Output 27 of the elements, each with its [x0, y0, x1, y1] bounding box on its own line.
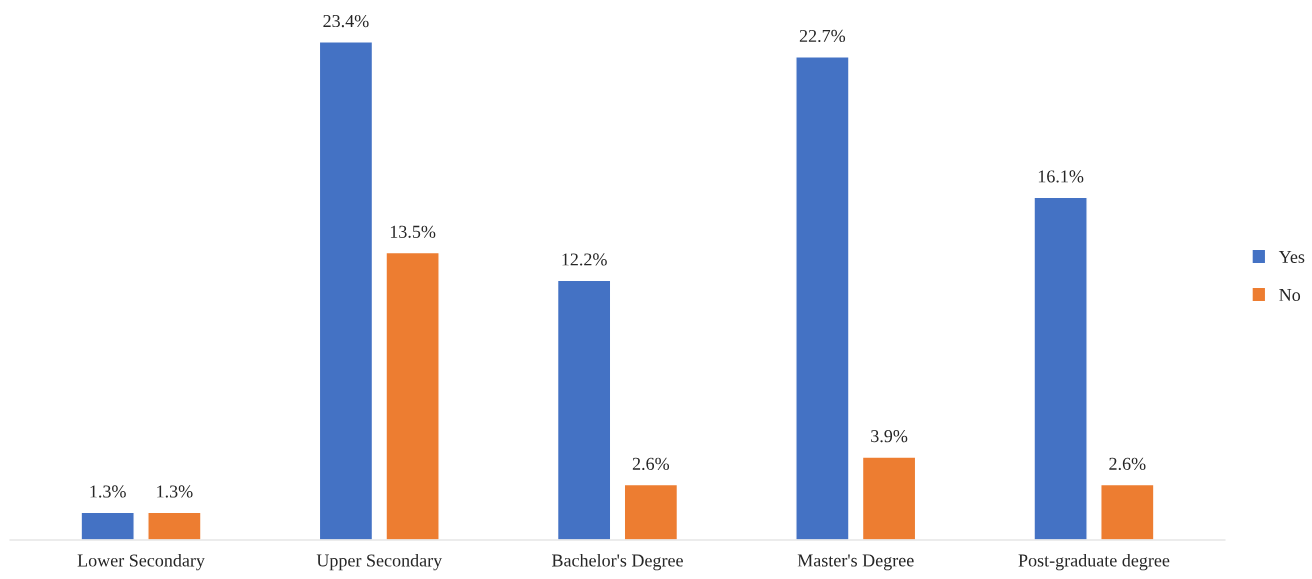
bar: [795, 56, 850, 540]
data-label: 13.5%: [390, 225, 436, 238]
x-tick-label: Master's Degree: [797, 554, 914, 571]
x-tick-label: Upper Secondary: [316, 553, 443, 571]
x-tick-label: Post-graduate degree: [1018, 553, 1170, 571]
bar: [1033, 196, 1088, 540]
bar: [623, 483, 679, 540]
bar: [318, 41, 374, 540]
data-label: 12.2%: [562, 253, 607, 266]
data-label: 2.6%: [1109, 457, 1146, 470]
bar: [1100, 483, 1155, 540]
data-label: 3.9%: [871, 430, 908, 443]
bar: [80, 511, 135, 540]
bar: [556, 279, 612, 540]
data-label: 23.4%: [323, 14, 369, 28]
bar: [861, 456, 917, 540]
data-label: 1.3%: [157, 485, 193, 498]
legend-label: No: [1279, 289, 1301, 302]
bar: [385, 251, 440, 540]
data-label: 16.1%: [1038, 170, 1084, 183]
data-label: 22.7%: [799, 29, 846, 43]
x-tick-label: Lower Secondary: [77, 553, 205, 571]
data-label: 1.3%: [90, 485, 126, 498]
legend-label: Yes: [1278, 251, 1305, 263]
x-tick-label: Bachelor's Degree: [551, 553, 683, 571]
data-label: 2.6%: [632, 457, 670, 470]
bar: [147, 511, 202, 540]
